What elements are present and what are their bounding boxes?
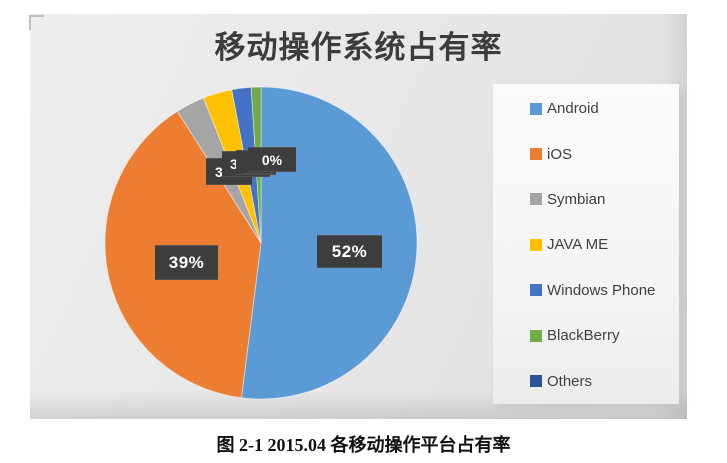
legend-label-others: Others (547, 372, 593, 390)
legend-item-android: Android (493, 86, 679, 131)
chart-title: 移动操作系统占有率 (214, 30, 503, 65)
legend-swatch-android (530, 102, 542, 115)
legend-item-blackberry: BlackBerry (493, 313, 679, 358)
legend-swatch-ios (530, 148, 542, 161)
data-label-ios: 39% (155, 245, 218, 280)
legend-swatch-windows-phone (530, 284, 542, 297)
legend-label-symbian: Symbian (547, 190, 606, 208)
data-label-android: 52% (317, 235, 382, 268)
legend-label-java-me: JAVA ME (547, 236, 609, 254)
legend-item-ios: iOS (493, 131, 679, 176)
legend-label-blackberry: BlackBerry (547, 327, 620, 345)
data-label-others: 0% (248, 147, 296, 172)
figure-caption: 图 2-1 2015.04 各移动操作平台占有率 (216, 435, 511, 455)
legend-item-others: Others (493, 358, 679, 403)
legend-swatch-symbian (530, 193, 542, 206)
legend-label-windows-phone: Windows Phone (547, 281, 656, 299)
chart-legend: Android iOS Symbian JAVA ME Windows Phone Bla… (493, 84, 679, 404)
legend-label-ios: iOS (547, 145, 573, 163)
legend-swatch-java-me (530, 238, 542, 251)
legend-label-android: Android (547, 100, 599, 118)
legend-item-windows-phone: Windows Phone (493, 268, 679, 313)
selection-corner-handle-icon (29, 15, 44, 30)
legend-swatch-blackberry (530, 329, 542, 342)
legend-item-java-me: JAVA ME (493, 222, 679, 267)
legend-item-symbian: Symbian (493, 177, 679, 222)
legend-swatch-others (530, 375, 542, 388)
